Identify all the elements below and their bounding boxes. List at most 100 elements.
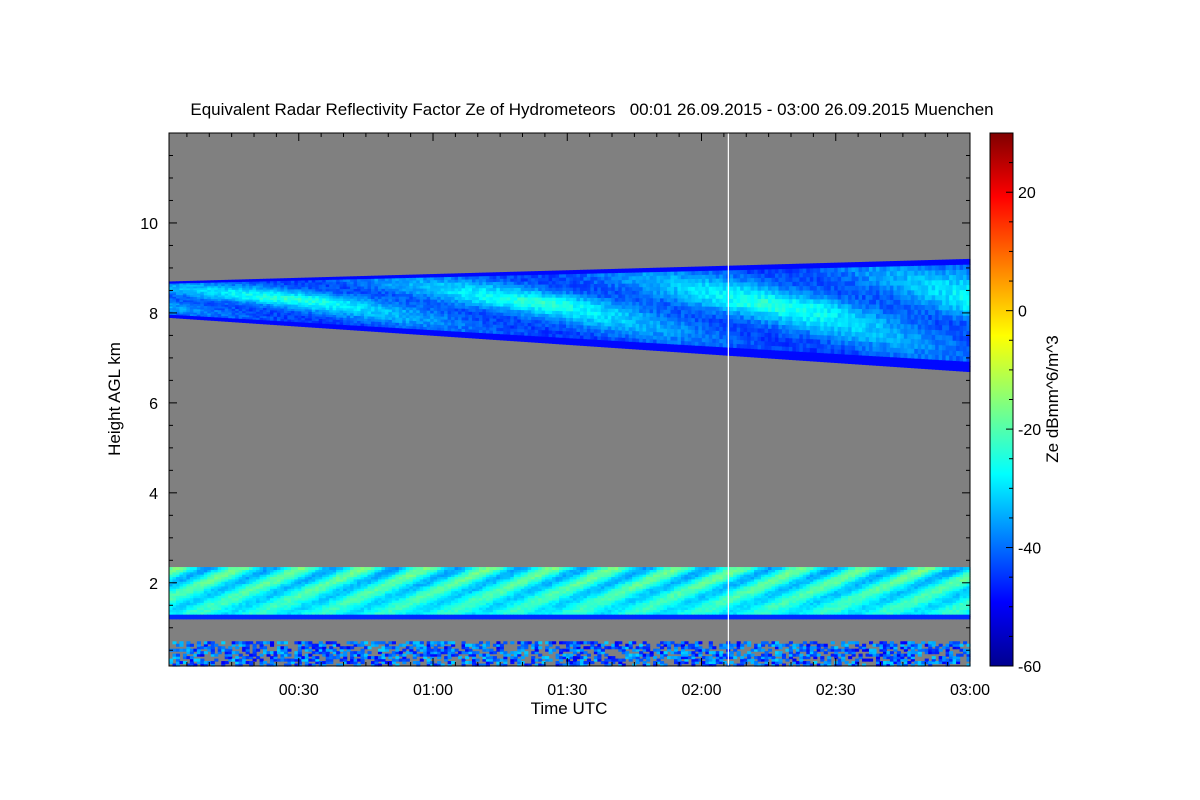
ze-cell xyxy=(576,293,581,298)
ze-cell xyxy=(559,330,564,335)
ze-cell xyxy=(872,346,877,352)
ze-cell xyxy=(694,329,699,334)
ze-cell xyxy=(639,345,644,350)
ze-cell xyxy=(210,316,215,320)
ze-cell xyxy=(263,315,268,319)
ze-cell xyxy=(179,314,184,318)
ze-cell xyxy=(294,293,299,296)
ze-cell xyxy=(660,275,665,280)
ze-cell xyxy=(203,312,208,316)
ze-cell xyxy=(823,307,828,313)
ze-cell xyxy=(743,281,748,287)
ze-cell xyxy=(841,344,846,350)
ze-cell xyxy=(336,276,341,280)
ze-cell xyxy=(555,273,560,278)
ze-cell xyxy=(214,281,219,285)
ze-cell xyxy=(579,297,585,302)
ze-cell xyxy=(736,269,741,275)
ze-cell xyxy=(287,318,292,322)
ze-cell xyxy=(270,295,275,298)
ze-cell xyxy=(956,264,961,270)
ze-cell xyxy=(667,316,672,322)
ze-cell xyxy=(600,279,605,284)
ze-cell xyxy=(381,326,386,330)
ze-cell xyxy=(538,319,543,324)
ze-cell xyxy=(332,288,337,292)
ze-cell xyxy=(607,286,612,291)
ze-cell xyxy=(747,298,752,304)
ze-cell xyxy=(458,334,463,338)
ze-cell xyxy=(607,318,612,323)
ze-cell xyxy=(900,304,905,310)
ze-cell xyxy=(412,274,417,278)
ze-cell xyxy=(221,309,226,313)
ze-cell xyxy=(478,296,484,301)
ze-cell xyxy=(670,282,675,287)
ze-cell xyxy=(938,359,943,366)
ze-cell xyxy=(736,314,741,320)
ze-cell xyxy=(600,339,605,344)
ze-cell xyxy=(875,299,881,305)
ze-cell xyxy=(531,271,536,276)
ze-cell xyxy=(625,333,630,339)
ze-cell xyxy=(228,317,233,321)
ze-cell xyxy=(370,303,376,307)
ze-cell xyxy=(785,324,790,330)
ze-cell xyxy=(325,311,330,315)
ze-cell xyxy=(175,287,181,291)
ze-cell xyxy=(733,265,738,271)
ze-cell xyxy=(200,300,205,303)
ze-cell xyxy=(381,280,386,284)
ze-cell xyxy=(513,277,518,282)
ze-cell xyxy=(304,313,309,317)
ze-cell xyxy=(855,308,860,314)
ze-cell xyxy=(855,349,860,356)
ze-cell xyxy=(945,364,950,371)
ze-cell xyxy=(249,283,254,286)
ze-cell xyxy=(552,297,557,301)
ze-cell xyxy=(653,327,658,333)
ze-cell xyxy=(774,272,780,278)
ze-cell xyxy=(245,297,250,300)
ze-cell xyxy=(607,340,612,345)
ze-cell xyxy=(865,355,870,361)
ze-cell xyxy=(687,305,692,311)
ze-cell xyxy=(928,363,933,370)
ze-cell xyxy=(444,324,449,329)
ze-cell xyxy=(499,275,504,279)
ze-cell xyxy=(938,349,943,356)
ze-cell xyxy=(559,290,564,295)
ze-cell xyxy=(311,288,316,292)
ze-cell xyxy=(663,275,668,280)
ze-cell xyxy=(203,294,208,298)
ze-cell xyxy=(290,303,295,307)
ze-cell xyxy=(698,286,703,291)
ze-cell xyxy=(437,301,442,306)
ze-cell xyxy=(475,290,480,295)
ze-cell xyxy=(956,309,961,316)
ze-cell xyxy=(851,308,856,314)
ze-cell xyxy=(200,292,205,296)
ze-cell xyxy=(471,293,477,298)
ze-cell xyxy=(607,322,612,327)
ze-cell xyxy=(280,297,285,301)
ze-cell xyxy=(325,290,330,294)
ze-cell xyxy=(607,297,612,302)
ze-cell xyxy=(614,340,619,345)
ze-cell xyxy=(172,316,177,319)
ze-cell xyxy=(701,341,706,347)
ze-cell xyxy=(886,294,891,300)
ze-cell xyxy=(764,319,769,325)
ze-cell xyxy=(343,283,348,287)
ze-cell xyxy=(694,341,699,346)
ze-cell xyxy=(604,272,609,277)
ze-cell xyxy=(597,335,602,340)
ze-cell xyxy=(287,284,292,288)
ze-cell xyxy=(774,319,780,325)
ze-cell xyxy=(788,346,793,352)
ze-cell xyxy=(221,289,226,292)
ze-cell xyxy=(193,298,198,301)
ze-cell xyxy=(329,281,334,285)
ze-cell xyxy=(802,338,807,344)
ze-cell xyxy=(660,339,665,344)
